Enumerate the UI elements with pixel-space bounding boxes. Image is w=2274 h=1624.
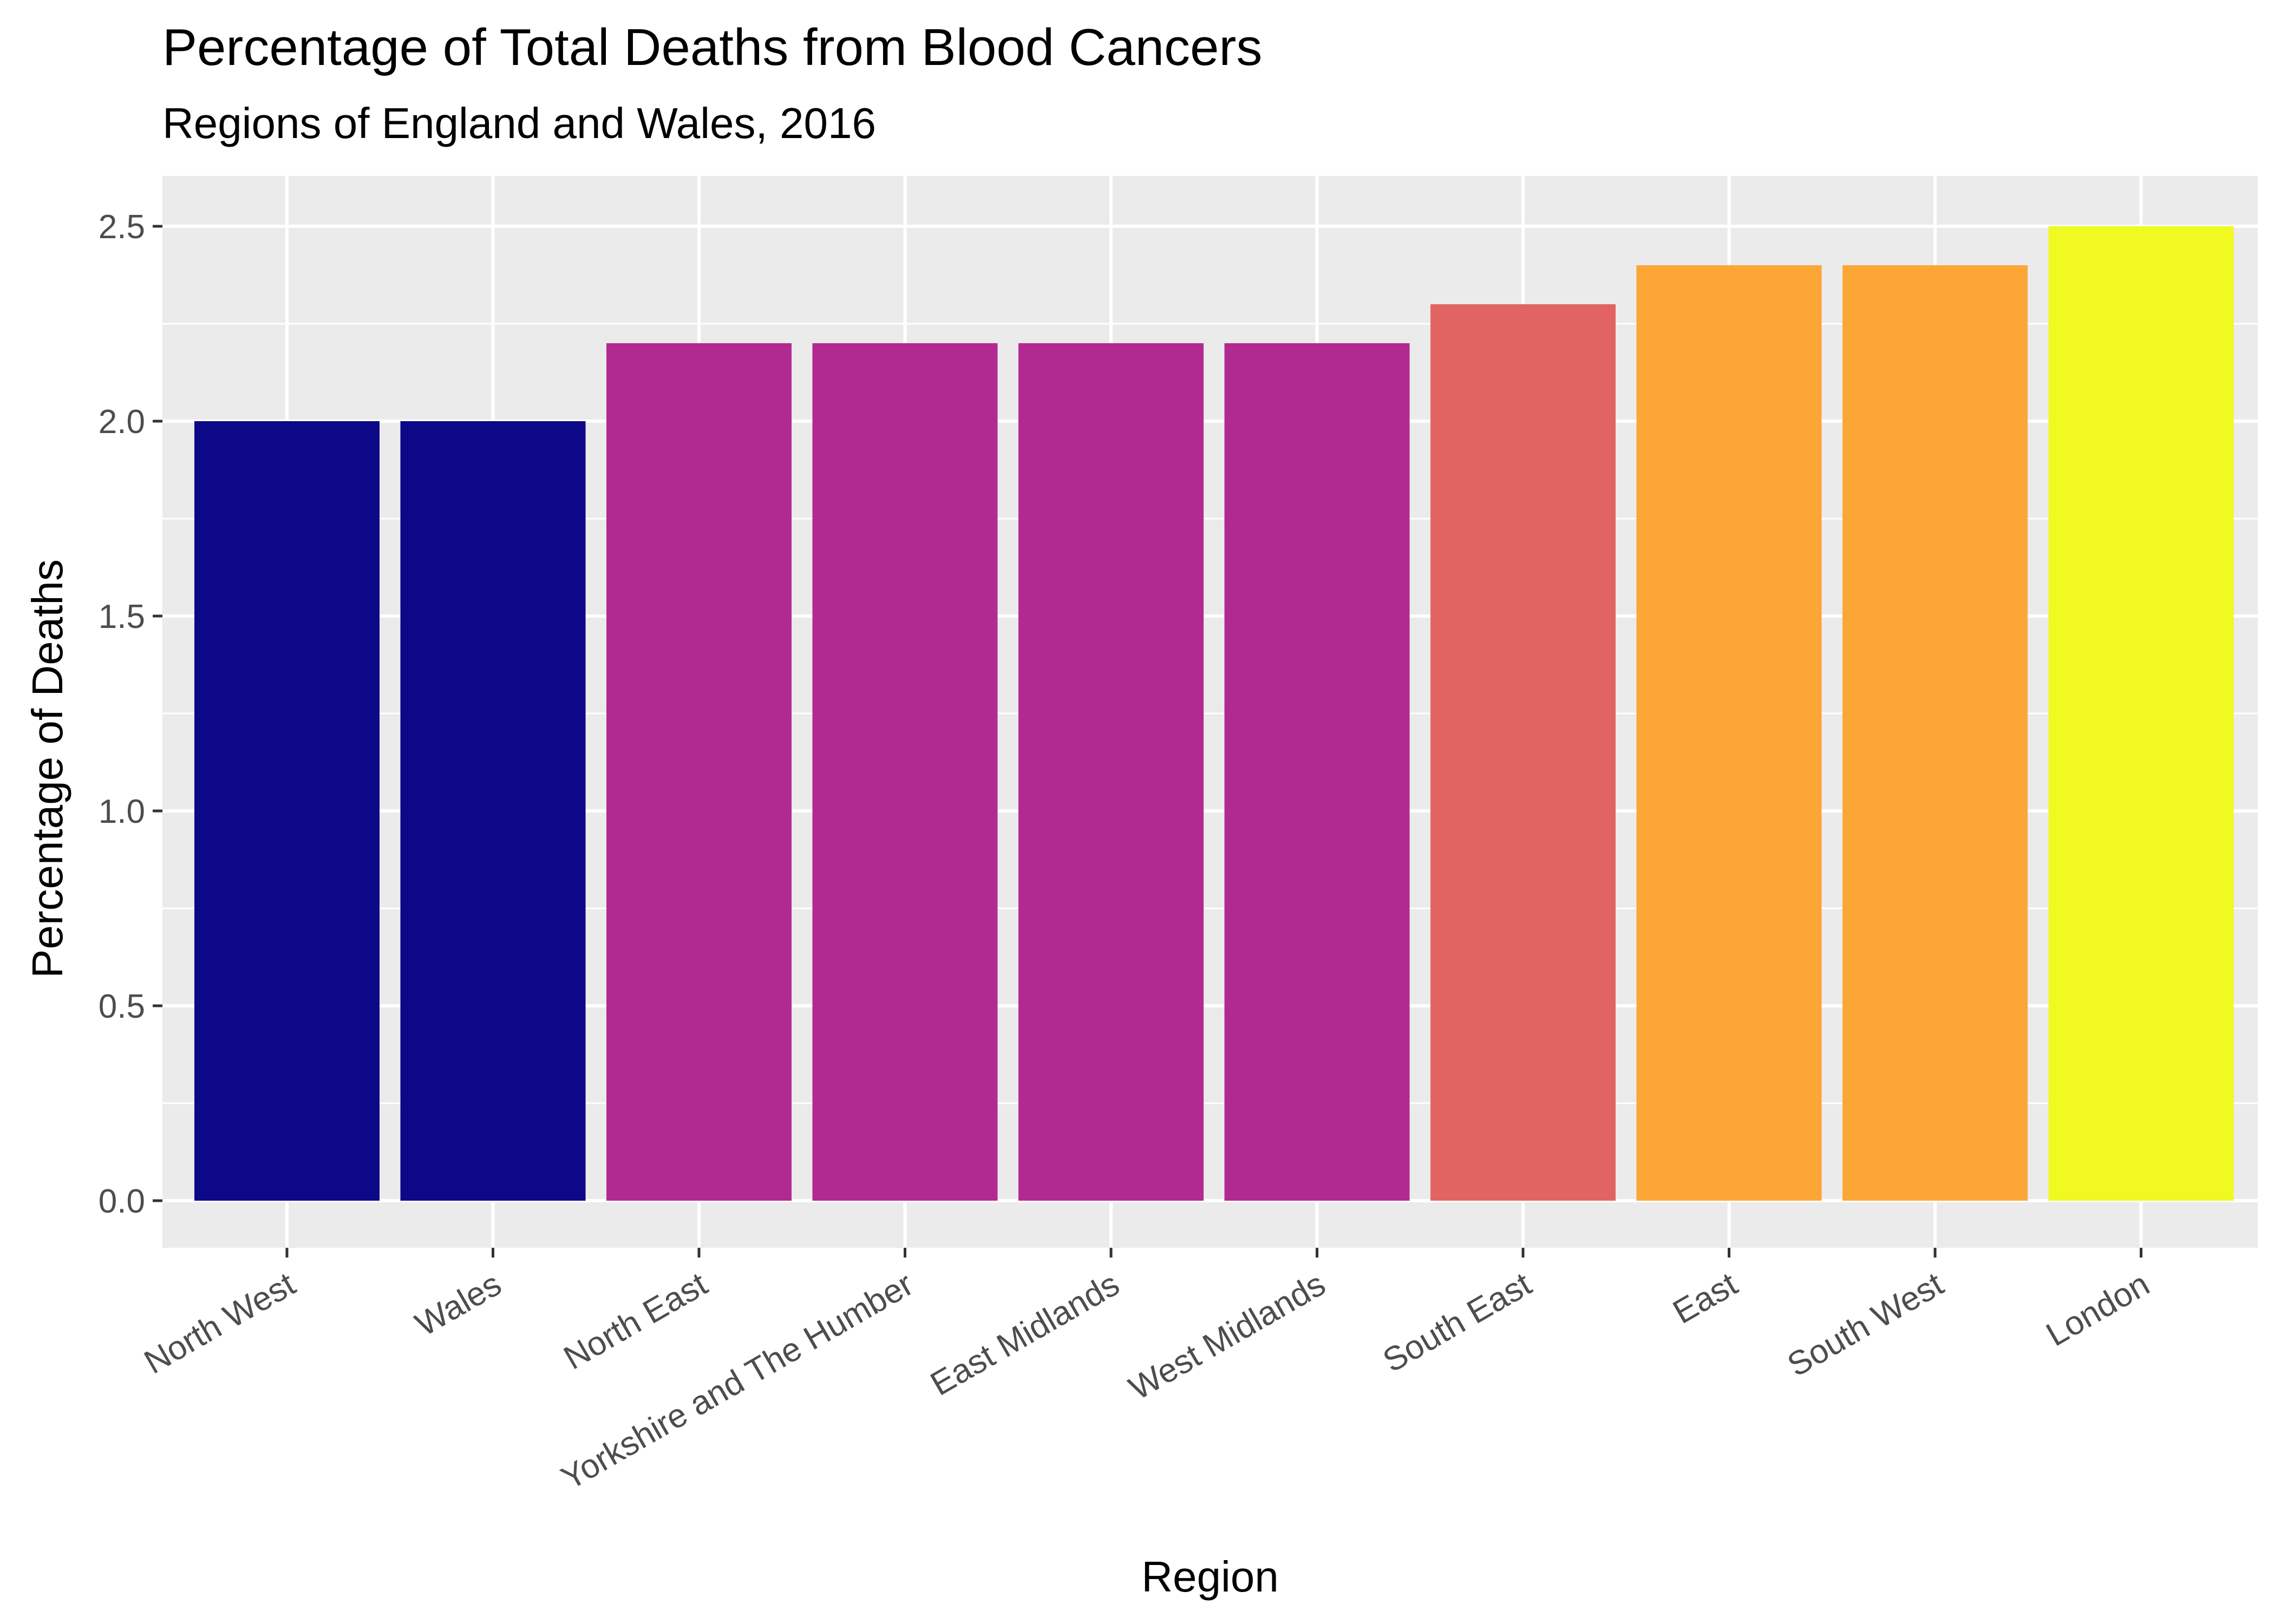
x-tick-label: North West bbox=[138, 1265, 302, 1381]
y-tick-label: 0.5 bbox=[99, 988, 145, 1025]
bar bbox=[1842, 265, 2028, 1201]
y-axis: 0.0 0.5 1.0 1.5 2.0 2.5 bbox=[99, 208, 162, 1220]
plot-panel bbox=[162, 176, 2258, 1248]
x-tick-label: South West bbox=[1781, 1265, 1950, 1384]
y-tick-label: 2.0 bbox=[99, 403, 145, 441]
x-tick-label: East Midlands bbox=[924, 1265, 1126, 1403]
x-tick-label: North East bbox=[558, 1265, 714, 1377]
x-axis-title: Region bbox=[1141, 1553, 1279, 1601]
bar bbox=[606, 343, 792, 1201]
x-tick-label: Yorkshire and The Humber bbox=[555, 1265, 919, 1497]
x-tick-label: London bbox=[2040, 1265, 2156, 1353]
x-tick-label: West Midlands bbox=[1123, 1265, 1332, 1407]
chart-title: Percentage of Total Deaths from Blood Ca… bbox=[162, 18, 1262, 76]
bar bbox=[1224, 343, 1410, 1201]
bar bbox=[2048, 226, 2234, 1201]
chart-subtitle: Regions of England and Wales, 2016 bbox=[162, 99, 876, 147]
y-tick-label: 1.0 bbox=[99, 793, 145, 830]
y-tick-label: 1.5 bbox=[99, 598, 145, 636]
y-tick-label: 0.0 bbox=[99, 1183, 145, 1220]
bar bbox=[1636, 265, 1822, 1201]
bar bbox=[400, 421, 586, 1201]
y-tick-label: 2.5 bbox=[99, 208, 145, 246]
bar bbox=[812, 343, 998, 1201]
x-tick-label: East bbox=[1667, 1265, 1744, 1331]
y-axis-title: Percentage of Deaths bbox=[23, 559, 71, 978]
x-tick-label: South East bbox=[1377, 1265, 1538, 1379]
bar bbox=[1430, 304, 1616, 1201]
x-tick-label: Wales bbox=[409, 1265, 508, 1344]
bar bbox=[194, 421, 380, 1201]
bar bbox=[1018, 343, 1204, 1201]
